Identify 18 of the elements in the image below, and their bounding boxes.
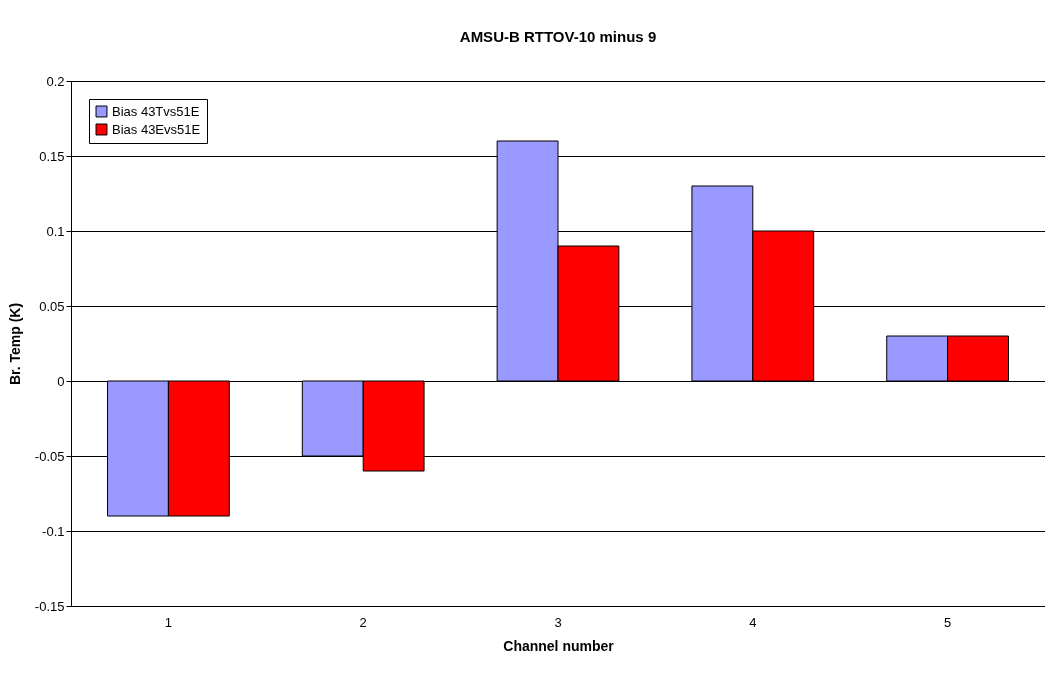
chart-title: AMSU-B RTTOV-10 minus 9 (459, 28, 657, 45)
y-tick-label: -0.05 (34, 448, 65, 464)
y-tick-label: -0.15 (34, 598, 65, 614)
y-tick-label: 0 (57, 373, 65, 389)
y-tick-label: 0.05 (39, 298, 65, 314)
x-tick-label: 4 (749, 614, 757, 630)
legend-label: Bias 43Evs51E (112, 121, 201, 137)
x-tick-label: 3 (554, 614, 562, 630)
x-tick-label: 5 (943, 614, 952, 630)
y-axis-title: Br. Temp (K) (6, 302, 23, 386)
x-tick-label: 1 (164, 614, 173, 630)
y-tick-label: -0.1 (42, 523, 65, 539)
y-tick-label: 0.15 (39, 148, 65, 164)
x-tick-label: 2 (359, 614, 367, 630)
legend-label: Bias 43Tvs51E (112, 103, 200, 119)
x-axis-title: Channel number (503, 637, 615, 654)
y-tick-label: 0.2 (46, 73, 65, 89)
y-tick-label: 0.1 (46, 223, 65, 239)
